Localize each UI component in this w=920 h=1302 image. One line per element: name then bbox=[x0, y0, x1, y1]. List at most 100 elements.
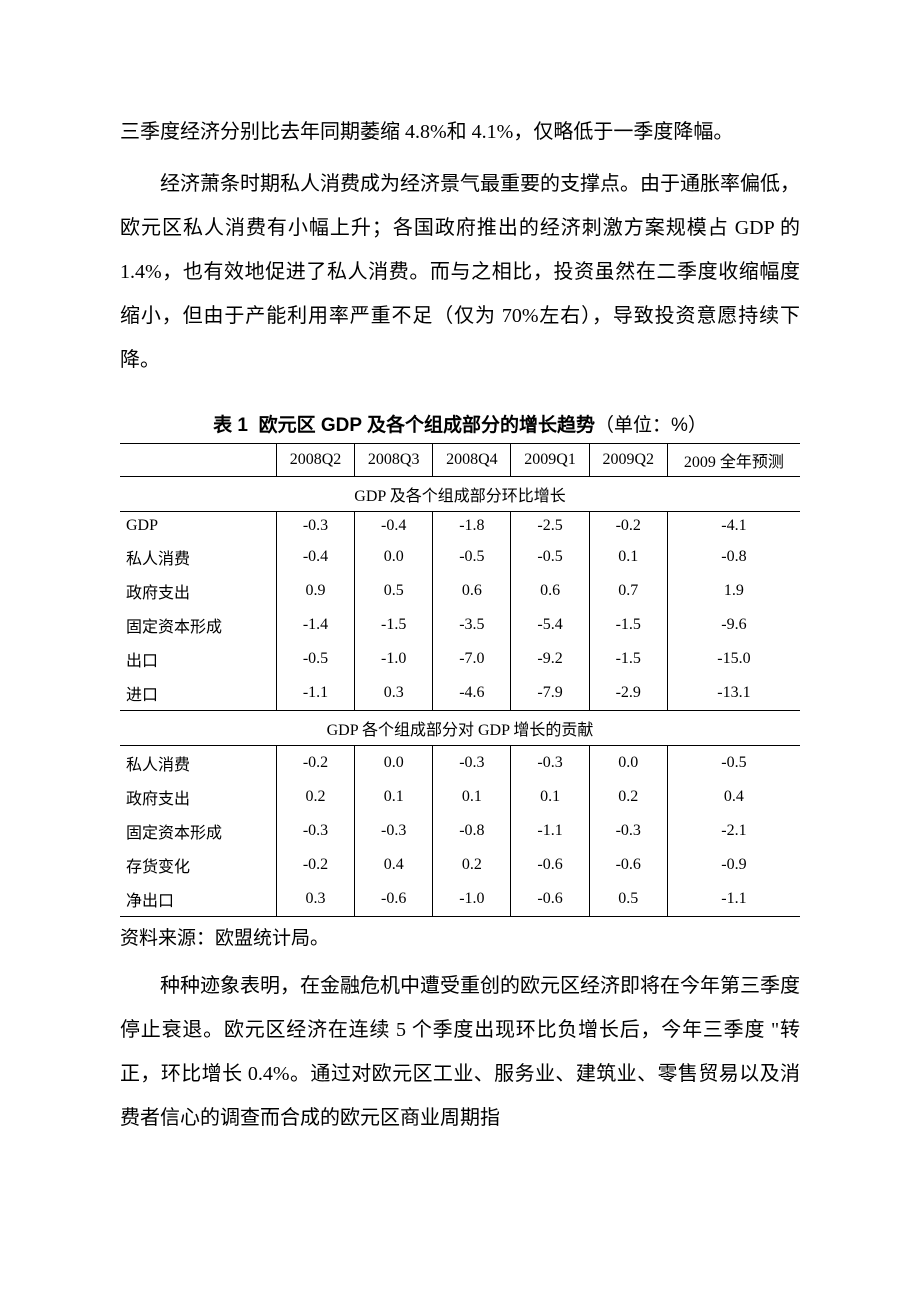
cell: -0.5 bbox=[433, 540, 511, 574]
table-row: 私人消费-0.20.0-0.3-0.30.0-0.5 bbox=[120, 746, 800, 781]
cell: 0.2 bbox=[433, 848, 511, 882]
table-row: 政府支出0.90.50.60.60.71.9 bbox=[120, 574, 800, 608]
cell: -0.2 bbox=[589, 512, 667, 541]
header-blank bbox=[120, 444, 276, 477]
cell: -1.4 bbox=[276, 608, 354, 642]
header-col: 2009Q2 bbox=[589, 444, 667, 477]
table-title-main: 欧元区 GDP 及各个组成部分的增长趋势 bbox=[259, 415, 595, 436]
cell: -1.0 bbox=[355, 642, 433, 676]
cell: -0.3 bbox=[511, 746, 589, 781]
cell: -4.6 bbox=[433, 676, 511, 711]
cell: -1.1 bbox=[667, 882, 800, 917]
cell: 0.6 bbox=[433, 574, 511, 608]
table-source: 资料来源：欧盟统计局。 bbox=[120, 923, 800, 950]
cell: -15.0 bbox=[667, 642, 800, 676]
cell: -4.1 bbox=[667, 512, 800, 541]
section1-header: GDP 及各个组成部分环比增长 bbox=[120, 477, 800, 512]
cell: 0.1 bbox=[511, 780, 589, 814]
section2-header-row: GDP 各个组成部分对 GDP 增长的贡献 bbox=[120, 711, 800, 746]
cell: -3.5 bbox=[433, 608, 511, 642]
table-row: 净出口0.3-0.6-1.0-0.60.5-1.1 bbox=[120, 882, 800, 917]
table-title-unit: （单位：%） bbox=[595, 415, 707, 436]
cell: -1.5 bbox=[355, 608, 433, 642]
cell: 0.2 bbox=[276, 780, 354, 814]
cell: -0.8 bbox=[667, 540, 800, 574]
cell: -0.3 bbox=[355, 814, 433, 848]
cell: -0.4 bbox=[276, 540, 354, 574]
row-label: 政府支出 bbox=[120, 780, 276, 814]
cell: -2.5 bbox=[511, 512, 589, 541]
cell: -0.3 bbox=[276, 814, 354, 848]
cell: 0.0 bbox=[355, 746, 433, 781]
cell: -1.5 bbox=[589, 642, 667, 676]
cell: -0.6 bbox=[511, 848, 589, 882]
cell: -7.0 bbox=[433, 642, 511, 676]
table-title-prefix: 表 1 bbox=[213, 415, 248, 436]
cell: 0.0 bbox=[589, 746, 667, 781]
cell: 0.5 bbox=[589, 882, 667, 917]
row-label: GDP bbox=[120, 512, 276, 541]
cell: -0.6 bbox=[355, 882, 433, 917]
table-row: 出口-0.5-1.0-7.0-9.2-1.5-15.0 bbox=[120, 642, 800, 676]
cell: -2.1 bbox=[667, 814, 800, 848]
cell: -1.1 bbox=[511, 814, 589, 848]
cell: 0.1 bbox=[433, 780, 511, 814]
row-label: 私人消费 bbox=[120, 540, 276, 574]
cell: 0.2 bbox=[589, 780, 667, 814]
cell: 0.5 bbox=[355, 574, 433, 608]
cell: 0.9 bbox=[276, 574, 354, 608]
table-row: 固定资本形成-0.3-0.3-0.8-1.1-0.3-2.1 bbox=[120, 814, 800, 848]
cell: -7.9 bbox=[511, 676, 589, 711]
cell: -9.6 bbox=[667, 608, 800, 642]
cell: 0.0 bbox=[355, 540, 433, 574]
cell: -0.9 bbox=[667, 848, 800, 882]
cell: -0.6 bbox=[511, 882, 589, 917]
row-label: 净出口 bbox=[120, 882, 276, 917]
paragraph-2: 经济萧条时期私人消费成为经济景气最重要的支撑点。由于通胀率偏低，欧元区私人消费有… bbox=[120, 162, 800, 382]
cell: -0.2 bbox=[276, 848, 354, 882]
cell: -0.5 bbox=[276, 642, 354, 676]
cell: -0.3 bbox=[589, 814, 667, 848]
cell: -1.5 bbox=[589, 608, 667, 642]
row-label: 出口 bbox=[120, 642, 276, 676]
table-header-row: 2008Q2 2008Q3 2008Q4 2009Q1 2009Q2 2009 … bbox=[120, 444, 800, 477]
table-row: 进口-1.10.3-4.6-7.9-2.9-13.1 bbox=[120, 676, 800, 711]
cell: -0.5 bbox=[511, 540, 589, 574]
row-label: 私人消费 bbox=[120, 746, 276, 781]
cell: -1.8 bbox=[433, 512, 511, 541]
cell: 0.6 bbox=[511, 574, 589, 608]
row-label: 进口 bbox=[120, 676, 276, 711]
section1-header-row: GDP 及各个组成部分环比增长 bbox=[120, 477, 800, 512]
row-label: 固定资本形成 bbox=[120, 608, 276, 642]
table-row: 固定资本形成-1.4-1.5-3.5-5.4-1.5-9.6 bbox=[120, 608, 800, 642]
cell: -0.4 bbox=[355, 512, 433, 541]
cell: -0.8 bbox=[433, 814, 511, 848]
cell: 0.4 bbox=[355, 848, 433, 882]
paragraph-3: 种种迹象表明，在金融危机中遭受重创的欧元区经济即将在今年第三季度停止衰退。欧元区… bbox=[120, 964, 800, 1140]
cell: 1.9 bbox=[667, 574, 800, 608]
cell: -0.3 bbox=[433, 746, 511, 781]
header-col: 2009 全年预测 bbox=[667, 444, 800, 477]
table-row: 政府支出0.20.10.10.10.20.4 bbox=[120, 780, 800, 814]
section2-header: GDP 各个组成部分对 GDP 增长的贡献 bbox=[120, 711, 800, 746]
cell: 0.4 bbox=[667, 780, 800, 814]
cell: -1.0 bbox=[433, 882, 511, 917]
cell: 0.1 bbox=[355, 780, 433, 814]
header-col: 2008Q2 bbox=[276, 444, 354, 477]
cell: -2.9 bbox=[589, 676, 667, 711]
cell: 0.3 bbox=[276, 882, 354, 917]
cell: -0.5 bbox=[667, 746, 800, 781]
header-col: 2008Q4 bbox=[433, 444, 511, 477]
cell: 0.3 bbox=[355, 676, 433, 711]
gdp-table: 2008Q2 2008Q3 2008Q4 2009Q1 2009Q2 2009 … bbox=[120, 443, 800, 917]
cell: 0.1 bbox=[589, 540, 667, 574]
cell: -1.1 bbox=[276, 676, 354, 711]
cell: -0.6 bbox=[589, 848, 667, 882]
cell: 0.7 bbox=[589, 574, 667, 608]
cell: -5.4 bbox=[511, 608, 589, 642]
row-label: 固定资本形成 bbox=[120, 814, 276, 848]
table-row: GDP-0.3-0.4-1.8-2.5-0.2-4.1 bbox=[120, 512, 800, 541]
row-label: 政府支出 bbox=[120, 574, 276, 608]
table-title: 表 1 欧元区 GDP 及各个组成部分的增长趋势（单位：%） bbox=[120, 410, 800, 437]
header-col: 2008Q3 bbox=[355, 444, 433, 477]
